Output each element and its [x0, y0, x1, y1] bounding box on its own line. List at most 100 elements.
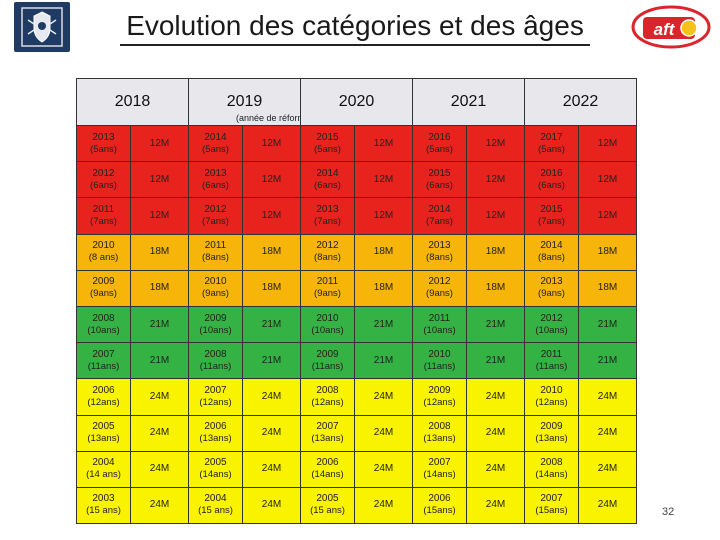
age-label: (5ans)	[538, 143, 565, 155]
birth-year-cell: 2013 (7ans)	[300, 197, 355, 235]
birth-year: 2007	[204, 384, 227, 396]
category-cell: 24M	[466, 378, 525, 416]
table-row: 2009 (9ans) 18M 2010 (9ans) 18M 2011 (9ans) 18M 2…	[76, 269, 637, 307]
birth-year: 2011	[540, 348, 563, 360]
birth-year-cell: 2014 (5ans)	[188, 124, 243, 163]
age-label: (11ans)	[535, 360, 568, 372]
age-label: (8 ans)	[88, 252, 119, 264]
birth-year: 2005	[92, 421, 115, 433]
birth-year-cell: 2010 (9ans)	[188, 269, 243, 307]
age-label: (13ans)	[423, 433, 456, 445]
column-header-2018: 2018	[76, 78, 189, 126]
age-label: (13ans)	[535, 433, 568, 445]
category-cell: 24M	[242, 414, 301, 452]
birth-year: 2005	[316, 493, 339, 505]
aft-logo-text: aft	[654, 20, 676, 39]
age-label: (15 ans)	[198, 505, 233, 517]
table-row: 2011 (7ans) 12M 2012 (7ans) 12M 2013 (7ans) 12M 2…	[76, 197, 637, 235]
birth-year-cell: 2016 (6ans)	[524, 161, 579, 199]
table-row: 2012 (6ans) 12M 2013 (6ans) 12M 2014 (6ans) 12M 2…	[76, 161, 637, 199]
birth-year: 2006	[316, 457, 339, 469]
birth-year-cell: 2014 (8ans)	[524, 233, 579, 271]
age-label: (7ans)	[426, 215, 453, 227]
birth-year-cell: 2010 (10ans)	[300, 305, 355, 344]
category-cell: 24M	[578, 414, 637, 452]
category-cell: 12M	[466, 161, 525, 199]
birth-year-cell: 2013 (9ans)	[524, 269, 579, 307]
category-cell: 24M	[578, 378, 637, 416]
birth-year-cell: 2012 (6ans)	[76, 161, 131, 199]
crest-logo	[14, 2, 70, 52]
birth-year-cell: 2008 (11ans)	[188, 342, 243, 380]
age-label: (11ans)	[423, 360, 456, 372]
birth-year-cell: 2012 (7ans)	[188, 197, 243, 235]
age-label: (7ans)	[90, 215, 117, 227]
category-cell: 12M	[354, 197, 413, 235]
birth-year-cell: 2006 (12ans)	[76, 378, 131, 416]
birth-year-cell: 2013 (5ans)	[76, 124, 131, 163]
birth-year: 2011	[204, 240, 227, 252]
category-cell: 12M	[130, 197, 189, 235]
birth-year: 2007	[540, 493, 563, 505]
category-cell: 24M	[354, 450, 413, 488]
birth-year: 2014	[204, 131, 227, 143]
category-cell: 12M	[242, 161, 301, 199]
age-label: (6ans)	[314, 179, 341, 191]
category-cell: 12M	[578, 197, 637, 235]
table-row: 2010 (8 ans) 18M 2011 (8ans) 18M 2012 (8ans) 18M…	[76, 233, 637, 271]
birth-year-cell: 2003 (15 ans)	[76, 486, 131, 525]
age-label: (9ans)	[314, 288, 341, 300]
birth-year-cell: 2009 (11ans)	[300, 342, 355, 380]
birth-year-cell: 2008 (10ans)	[76, 305, 131, 344]
birth-year: 2010	[428, 348, 451, 360]
category-cell: 18M	[242, 233, 301, 271]
category-cell: 12M	[466, 124, 525, 163]
birth-year: 2005	[204, 457, 227, 469]
birth-year: 2009	[428, 384, 451, 396]
column-year: 2022	[562, 93, 599, 110]
age-label: (14ans)	[423, 469, 456, 481]
age-label: (10ans)	[311, 324, 344, 336]
age-label: (11ans)	[87, 360, 120, 372]
category-cell: 21M	[354, 342, 413, 380]
birth-year: 2008	[92, 312, 115, 324]
birth-year-cell: 2011 (8ans)	[188, 233, 243, 271]
column-header-2021: 2021	[412, 78, 525, 126]
birth-year: 2008	[540, 457, 563, 469]
crest-icon	[21, 7, 63, 47]
birth-year: 2009	[92, 276, 115, 288]
birth-year-cell: 2006 (15ans)	[412, 486, 467, 525]
birth-year-cell: 2011 (11ans)	[524, 342, 579, 380]
category-cell: 21M	[466, 305, 525, 344]
category-cell: 24M	[130, 486, 189, 525]
age-label: (13ans)	[87, 433, 120, 445]
age-label: (6ans)	[426, 179, 453, 191]
age-label: (14ans)	[535, 469, 568, 481]
age-label: (10ans)	[87, 324, 120, 336]
age-label: (6ans)	[90, 179, 117, 191]
age-label: (8ans)	[314, 252, 341, 264]
birth-year-cell: 2007 (15ans)	[524, 486, 579, 525]
column-year: 2021	[450, 93, 487, 110]
birth-year: 2004	[92, 457, 115, 469]
category-cell: 12M	[242, 124, 301, 163]
category-cell: 21M	[354, 305, 413, 344]
age-label: (9ans)	[538, 288, 565, 300]
title-underline	[120, 44, 590, 46]
birth-year-cell: 2008 (14ans)	[524, 450, 579, 488]
birth-year: 2016	[428, 131, 451, 143]
age-label: (8ans)	[202, 252, 229, 264]
birth-year-cell: 2015 (6ans)	[412, 161, 467, 199]
age-label: (8ans)	[426, 252, 453, 264]
category-cell: 12M	[578, 161, 637, 199]
category-cell: 18M	[578, 233, 637, 271]
aft-logo: aft	[630, 4, 712, 50]
category-cell: 24M	[130, 450, 189, 488]
birth-year-cell: 2013 (8ans)	[412, 233, 467, 271]
birth-year: 2014	[316, 167, 339, 179]
table-row: 2003 (15 ans) 24M 2004 (15 ans) 24M 2005 (15 an…	[76, 486, 637, 525]
age-label: (6ans)	[538, 179, 565, 191]
birth-year: 2006	[204, 421, 227, 433]
birth-year: 2014	[540, 240, 563, 252]
birth-year: 2015	[316, 131, 339, 143]
